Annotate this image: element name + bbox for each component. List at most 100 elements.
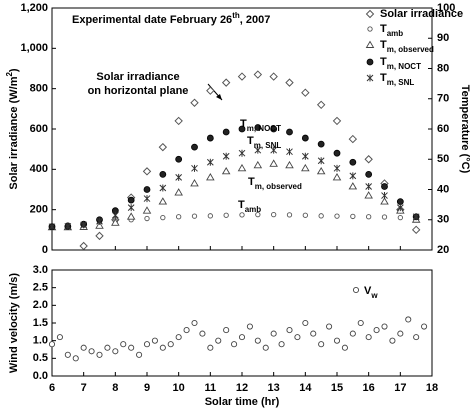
filled-circle-marker xyxy=(206,134,214,142)
filled-circle-marker xyxy=(286,128,293,136)
asterisk-marker xyxy=(381,192,388,200)
circle-marker xyxy=(72,355,79,362)
legend-label: Tm, NOCT xyxy=(380,56,421,71)
filled-circle-marker xyxy=(191,143,198,151)
annotation-part: T xyxy=(238,199,245,211)
annotation: on horizontal plane xyxy=(88,85,189,97)
circle-marker xyxy=(389,337,396,344)
circle-marker xyxy=(88,348,95,355)
asterisk-marker xyxy=(366,74,374,82)
y-tick-label: 1.0 xyxy=(33,335,48,347)
circle-marker xyxy=(238,334,246,341)
y2-tick-label: 50 xyxy=(437,153,449,165)
filled-circle-marker xyxy=(333,149,341,157)
asterisk-marker xyxy=(96,217,103,225)
x-tick-label: 13 xyxy=(268,382,280,394)
y-tick-label: 0.0 xyxy=(33,370,48,382)
x-tick-label: 6 xyxy=(49,382,55,394)
y2-tick-label: 90 xyxy=(437,32,449,44)
legend-label-part: m, SNL xyxy=(387,78,415,87)
asterisk-marker xyxy=(222,152,230,160)
asterisk-marker xyxy=(206,158,214,166)
circle-marker xyxy=(254,337,261,344)
y-tick-label: 2.5 xyxy=(33,282,48,294)
filled-circle-marker xyxy=(366,58,374,66)
filled-circle-marker xyxy=(317,140,325,148)
triangle-marker xyxy=(206,173,215,181)
circle-marker xyxy=(112,348,119,355)
diamond-marker xyxy=(364,155,373,164)
annotation-part: T xyxy=(247,135,254,147)
legend-label: Tamb xyxy=(380,23,403,38)
asterisk-marker xyxy=(317,157,325,165)
legend-label-part: amb xyxy=(387,29,404,38)
triangle-marker xyxy=(253,160,263,169)
filled-circle-marker xyxy=(365,170,373,178)
circle-marker xyxy=(357,319,364,327)
triangle-marker xyxy=(190,179,199,187)
asterisk-marker xyxy=(396,204,404,212)
asterisk-marker xyxy=(175,173,183,181)
circle-marker xyxy=(191,319,198,327)
circle-marker xyxy=(120,341,127,348)
chart-title-part: Experimental date February 26 xyxy=(72,14,232,26)
circle-marker xyxy=(381,323,388,330)
annotation: Tm, observed xyxy=(248,176,302,191)
circle-marker xyxy=(183,327,190,334)
triangle-marker xyxy=(237,163,247,172)
asterisk-marker xyxy=(127,204,135,212)
diamond-marker xyxy=(237,72,247,81)
diamond-marker xyxy=(269,72,278,81)
diamond-marker xyxy=(253,70,263,79)
chart-title: Experimental date February 26th, 2007 xyxy=(72,11,270,26)
asterisk-marker xyxy=(48,223,56,231)
asterisk-marker xyxy=(111,211,119,219)
x-tick-label: 18 xyxy=(426,382,438,394)
y-tick-label: 800 xyxy=(30,83,48,95)
circle-marker xyxy=(397,214,403,221)
circle-marker xyxy=(310,330,317,337)
circle-marker xyxy=(144,215,150,222)
filled-circle-marker xyxy=(301,134,309,142)
filled-circle-marker xyxy=(143,186,151,193)
circle-marker xyxy=(255,211,261,218)
circle-marker xyxy=(318,213,324,219)
y-tick-label: 600 xyxy=(30,123,48,135)
y-tick-label: 200 xyxy=(30,204,48,216)
circle-marker xyxy=(397,330,404,337)
circle-marker xyxy=(136,351,143,358)
circle-marker xyxy=(349,330,356,337)
circle-marker xyxy=(271,211,277,218)
asterisk-marker xyxy=(254,146,262,154)
y-tick-label: 3.0 xyxy=(33,264,48,276)
triangle-marker xyxy=(301,163,310,172)
circle-marker xyxy=(207,213,213,219)
circle-marker xyxy=(413,334,420,341)
legend-label: Vw xyxy=(364,285,378,300)
y-axis-title: Wind velocity (m/s) xyxy=(8,273,20,373)
circle-marker xyxy=(199,330,206,337)
diamond-marker xyxy=(158,142,168,152)
filled-circle-marker xyxy=(127,196,135,204)
annotation: Tm, NOCT xyxy=(240,118,281,133)
circle-marker xyxy=(167,341,174,348)
circle-marker xyxy=(223,212,229,218)
circle-marker xyxy=(191,213,198,219)
diamond-marker xyxy=(190,98,199,107)
x-tick-label: 14 xyxy=(299,382,312,394)
x-tick-label: 11 xyxy=(205,382,217,394)
triangle-marker xyxy=(332,173,342,181)
filled-circle-marker xyxy=(381,183,388,190)
x-tick-label: 17 xyxy=(394,382,406,394)
chart-title-part: , 2007 xyxy=(240,14,271,26)
circle-marker xyxy=(159,344,166,351)
diamond-marker xyxy=(95,231,104,241)
diamond-marker xyxy=(142,167,152,176)
circle-marker xyxy=(270,330,277,337)
circle-marker xyxy=(143,341,151,348)
circle-marker xyxy=(223,327,230,334)
circle-marker xyxy=(334,213,340,219)
circle-marker xyxy=(160,214,166,221)
y2-tick-label: 40 xyxy=(437,183,449,195)
y2-tick-label: 80 xyxy=(437,62,449,74)
